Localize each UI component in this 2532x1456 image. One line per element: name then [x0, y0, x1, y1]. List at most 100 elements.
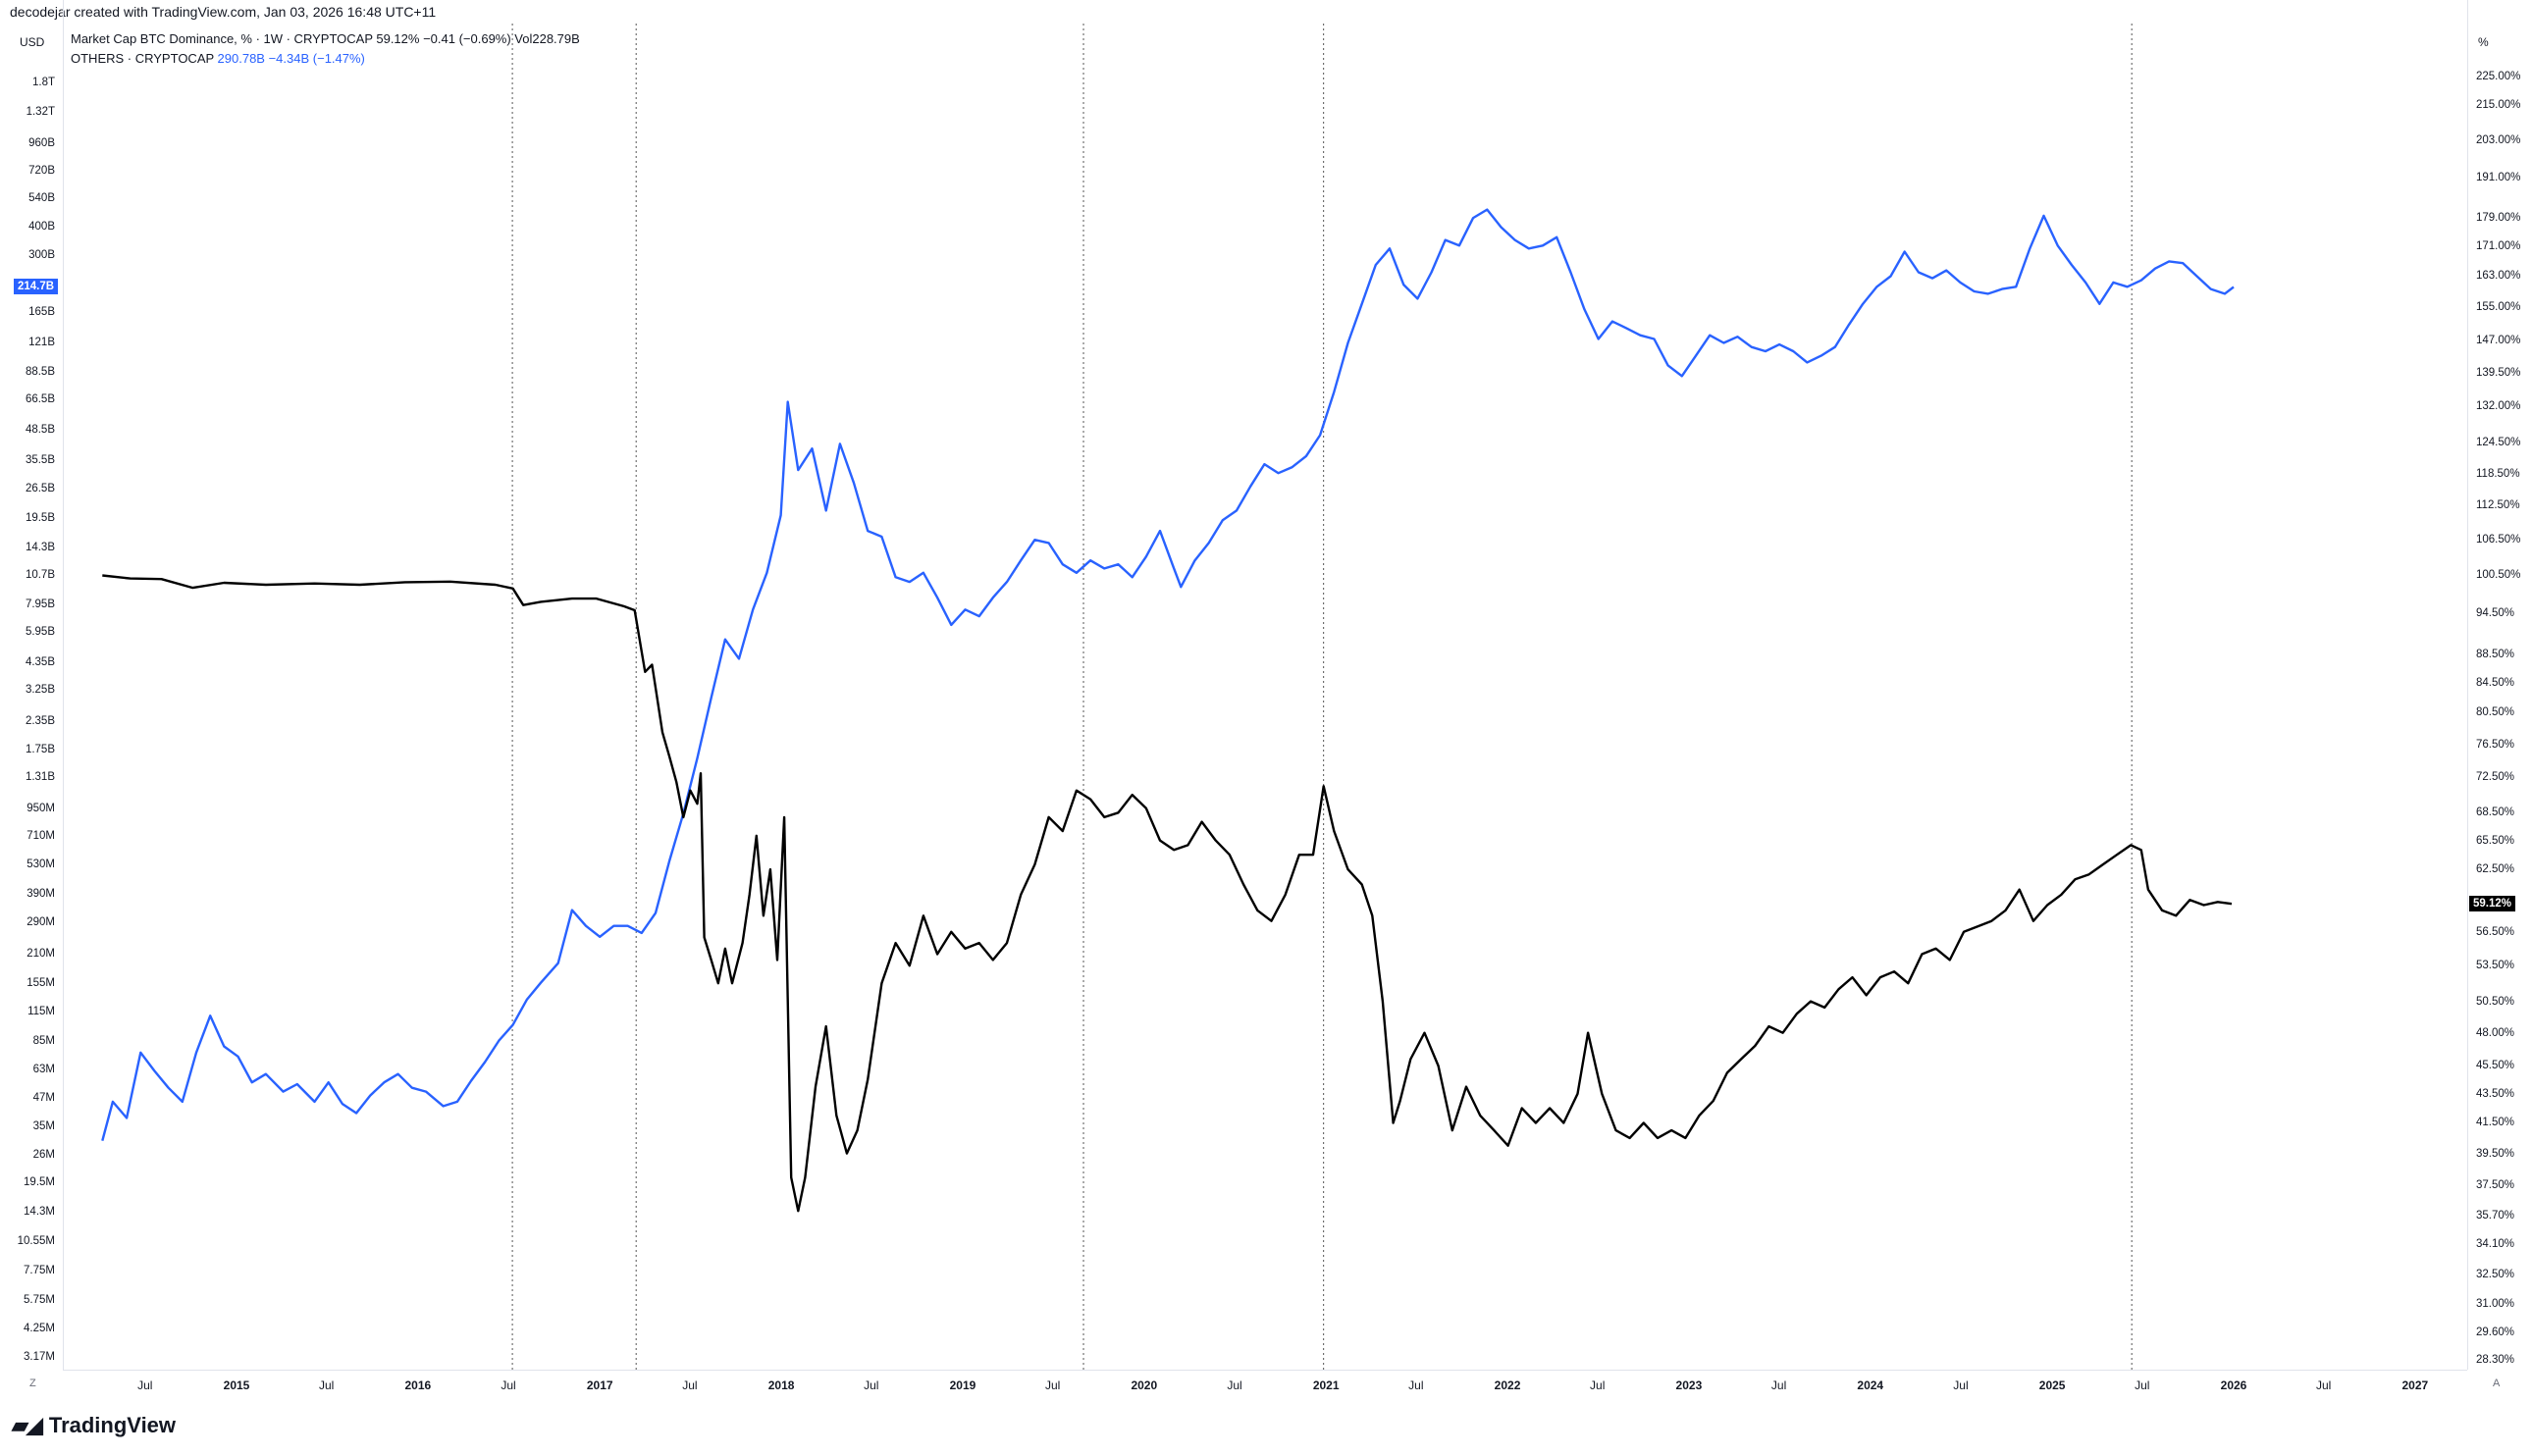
- left-axis-tick: 710M: [26, 830, 55, 843]
- left-axis-tick: 14.3M: [24, 1206, 55, 1219]
- right-axis-tick: 53.50%: [2476, 960, 2515, 972]
- chart-credit: decodejar created with TradingView.com, …: [10, 4, 437, 20]
- time-axis-tick: 2022: [1494, 1378, 1521, 1392]
- left-axis-tick: 720B: [28, 164, 55, 177]
- left-axis-tick: 10.55M: [17, 1235, 55, 1248]
- right-axis-tick: 29.60%: [2476, 1326, 2515, 1338]
- left-axis-tick: 19.5M: [24, 1175, 55, 1188]
- left-axis-tick: 7.95B: [25, 598, 55, 610]
- time-axis-tick: 2018: [767, 1378, 795, 1392]
- legend-others-label: OTHERS · CRYPTOCAP: [71, 51, 214, 66]
- time-axis-tick: 2015: [223, 1378, 250, 1392]
- right-axis-tick: 28.30%: [2476, 1354, 2515, 1366]
- right-axis-tick: 203.00%: [2476, 133, 2521, 146]
- series-lines: [101, 208, 2235, 1213]
- time-axis-tick: 2024: [1857, 1378, 1884, 1392]
- right-percent-axis[interactable]: % 225.00% 215.00% 203.00% 191.00% 179.00% 171…: [2467, 0, 2532, 1370]
- right-axis-tick: 147.00%: [2476, 334, 2521, 346]
- right-axis-tick: 215.00%: [2476, 98, 2521, 111]
- time-axis[interactable]: Jul 2015 Jul 2016 Jul 2017 Jul 2018 Jul 2019 Jul 20…: [63, 1370, 2467, 1398]
- time-axis-tick: 2027: [2401, 1378, 2429, 1392]
- time-axis-tick: 2020: [1131, 1378, 1158, 1392]
- left-axis-tick: 7.75M: [24, 1265, 55, 1277]
- right-axis-tick: 88.50%: [2476, 648, 2515, 660]
- right-axis-tick: 84.50%: [2476, 676, 2515, 689]
- left-axis-tick: 950M: [26, 802, 55, 814]
- right-axis-tick: 43.50%: [2476, 1087, 2515, 1100]
- left-axis-tick: 121B: [28, 336, 55, 348]
- left-price-axis[interactable]: USD 1.8T 1.32T 960B 720B 540B 400B 300B 214.7B 1…: [0, 0, 64, 1370]
- right-axis-tick: 76.50%: [2476, 738, 2515, 751]
- left-axis-tick: 26M: [32, 1148, 55, 1161]
- right-axis-tick: 41.50%: [2476, 1117, 2515, 1129]
- left-axis-tick: 1.75B: [25, 744, 55, 755]
- left-axis-tick: 540B: [28, 192, 55, 205]
- right-axis-tick: 56.50%: [2476, 925, 2515, 938]
- auto-scale-button[interactable]: A: [2493, 1378, 2501, 1389]
- left-axis-tick: 63M: [32, 1063, 55, 1075]
- left-axis-tick: 115M: [27, 1005, 55, 1017]
- legend-dominance[interactable]: Market Cap BTC Dominance, % · 1W · CRYPT…: [71, 31, 580, 46]
- right-axis-tick: 37.50%: [2476, 1179, 2515, 1192]
- left-axis-tick: 4.25M: [24, 1323, 55, 1335]
- left-axis-tick: 1.31B: [25, 771, 55, 784]
- left-axis-tick: 4.35B: [25, 655, 55, 668]
- left-axis-tick: 10.7B: [25, 569, 55, 582]
- right-axis-tick: 100.50%: [2476, 569, 2521, 582]
- left-axis-tick: 210M: [26, 947, 55, 960]
- left-axis-tick: 47M: [32, 1091, 55, 1104]
- time-axis-tick: 2025: [2038, 1378, 2066, 1392]
- right-axis-tick: 118.50%: [2476, 467, 2520, 480]
- right-axis-tick: 68.50%: [2476, 806, 2515, 819]
- right-axis-tick: 155.00%: [2476, 301, 2521, 314]
- right-axis-tick: 106.50%: [2476, 533, 2521, 546]
- right-axis-tick: 62.50%: [2476, 863, 2515, 876]
- legend-others-values: 290.78B −4.34B (−1.47%): [217, 51, 365, 66]
- time-axis-tick: 2021: [1312, 1378, 1340, 1392]
- left-axis-tick: 3.17M: [24, 1351, 55, 1363]
- right-axis-tick: 45.50%: [2476, 1060, 2515, 1072]
- others-series-line[interactable]: [101, 208, 2235, 1142]
- tradingview-logo[interactable]: ▰◢ TradingView: [12, 1413, 176, 1438]
- right-axis-tick: 139.50%: [2476, 366, 2521, 379]
- left-axis-tick: 165B: [28, 306, 55, 319]
- zoom-corner-button[interactable]: Z: [29, 1378, 36, 1389]
- right-axis-unit: %: [2478, 35, 2489, 49]
- time-axis-tick: Jul: [501, 1378, 516, 1392]
- left-axis-tick: 290M: [26, 916, 55, 929]
- right-axis-tick: 65.50%: [2476, 834, 2515, 847]
- right-axis-tick: 48.00%: [2476, 1026, 2515, 1039]
- left-axis-unit: USD: [20, 35, 45, 49]
- legend: Market Cap BTC Dominance, % · 1W · CRYPT…: [71, 29, 580, 69]
- left-axis-tick: 35.5B: [25, 453, 55, 466]
- cycle-markers: [511, 24, 2133, 1370]
- time-axis-tick: Jul: [137, 1378, 153, 1392]
- time-axis-tick: Jul: [1408, 1378, 1424, 1392]
- left-axis-tick: 5.75M: [24, 1293, 55, 1306]
- time-axis-tick: 2026: [2220, 1378, 2247, 1392]
- time-axis-tick: 2017: [586, 1378, 613, 1392]
- left-axis-tick: 5.95B: [25, 626, 55, 639]
- left-axis-tick: 300B: [28, 248, 55, 261]
- time-axis-tick: Jul: [1770, 1378, 1787, 1392]
- right-axis-tick: 171.00%: [2476, 240, 2521, 253]
- left-axis-tick: 400B: [28, 221, 55, 234]
- left-axis-tick: 66.5B: [25, 393, 55, 406]
- left-axis-tick: 85M: [32, 1034, 55, 1047]
- left-axis-tick: 3.25B: [25, 684, 55, 697]
- left-axis-tick: 1.32T: [26, 106, 55, 119]
- left-axis-tick: 530M: [26, 858, 55, 871]
- left-axis-tick: 35M: [32, 1119, 55, 1132]
- left-axis-tick: 19.5B: [25, 511, 55, 524]
- legend-others[interactable]: OTHERS · CRYPTOCAP 290.78B −4.34B (−1.47…: [71, 49, 580, 69]
- time-axis-tick: 2019: [949, 1378, 976, 1392]
- time-axis-tick: 2016: [404, 1378, 432, 1392]
- btc-dominance-series-line[interactable]: [102, 574, 2233, 1213]
- left-axis-tick: 14.3B: [25, 542, 55, 554]
- right-last-value-badge: 59.12%: [2469, 896, 2516, 912]
- left-axis-tick: 88.5B: [25, 366, 55, 379]
- left-axis-tick: 2.35B: [25, 715, 55, 728]
- right-axis-tick: 39.50%: [2476, 1147, 2515, 1160]
- left-axis-tick: 26.5B: [25, 482, 55, 494]
